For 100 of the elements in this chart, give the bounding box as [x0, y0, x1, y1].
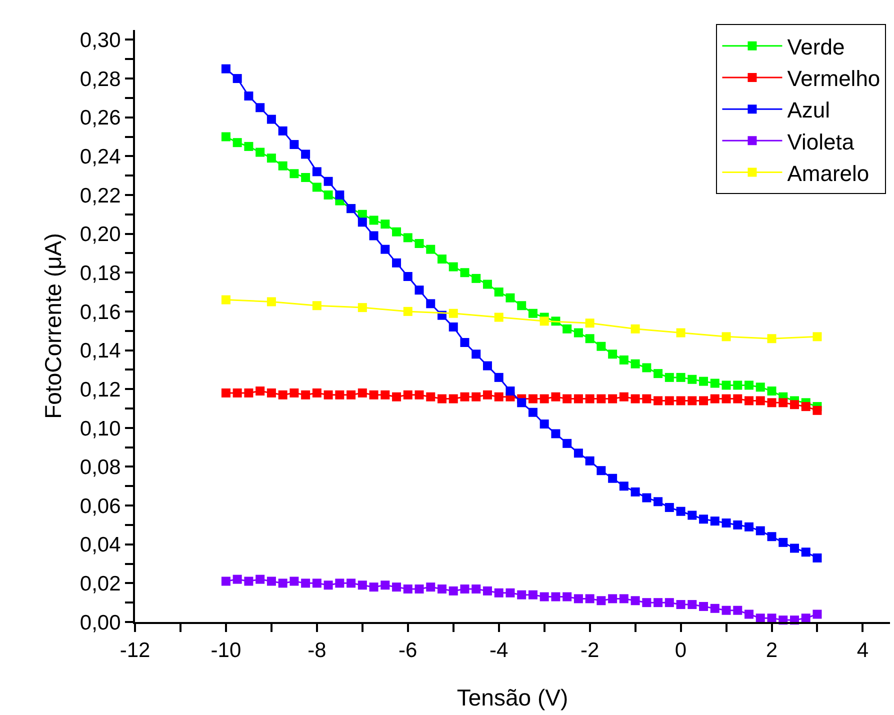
point — [256, 103, 265, 112]
point — [562, 324, 572, 334]
x-tick-label: -4 — [490, 639, 509, 662]
point — [460, 338, 470, 347]
point — [619, 392, 628, 402]
point — [812, 610, 822, 619]
point — [722, 394, 731, 404]
point — [551, 429, 560, 438]
point — [528, 590, 538, 600]
point — [767, 532, 776, 542]
point — [278, 161, 288, 170]
point — [358, 218, 367, 227]
y-tick-label: 0,22 — [80, 184, 121, 208]
legend-label: Vermelho — [787, 66, 880, 92]
point — [630, 394, 640, 404]
point — [756, 382, 765, 392]
point — [596, 466, 606, 476]
y-tick-label: 0,26 — [80, 106, 121, 130]
point — [664, 598, 674, 608]
point — [266, 114, 276, 124]
point — [562, 592, 572, 602]
point — [426, 299, 436, 308]
point — [244, 576, 254, 586]
point — [608, 594, 618, 604]
point — [335, 390, 344, 400]
y-tick-label: 0,04 — [80, 534, 122, 557]
point — [290, 576, 299, 586]
point — [812, 553, 822, 562]
point — [482, 280, 492, 289]
point — [540, 420, 549, 429]
point — [335, 190, 344, 200]
point — [517, 590, 526, 600]
point — [392, 582, 402, 592]
point — [482, 361, 492, 370]
point — [756, 396, 765, 406]
y-tick-label: 0,18 — [80, 262, 121, 285]
point — [221, 576, 230, 586]
point — [699, 376, 708, 386]
point — [290, 140, 299, 150]
point — [369, 390, 378, 400]
point — [324, 190, 333, 200]
point — [460, 268, 470, 278]
point — [221, 64, 230, 74]
legend-label: Verde — [787, 34, 845, 60]
point — [392, 392, 402, 402]
x-tick-label: 4 — [856, 639, 869, 662]
point — [358, 303, 367, 312]
point — [664, 396, 674, 406]
point — [540, 592, 549, 602]
point — [596, 596, 606, 606]
point — [551, 392, 560, 402]
point — [630, 324, 640, 334]
point — [324, 390, 333, 400]
point — [630, 359, 640, 368]
x-tick-label: -8 — [308, 639, 326, 662]
point — [232, 574, 242, 584]
point — [812, 332, 822, 342]
point — [460, 584, 470, 594]
point — [676, 372, 686, 382]
point — [290, 169, 299, 178]
point — [585, 334, 594, 344]
point — [642, 363, 652, 372]
point — [642, 598, 652, 608]
point — [301, 173, 310, 182]
point — [608, 474, 618, 483]
point — [688, 600, 697, 610]
point — [426, 392, 436, 402]
point — [710, 516, 720, 526]
point — [642, 394, 652, 404]
point — [472, 392, 481, 402]
point — [414, 390, 424, 400]
point — [733, 394, 742, 404]
point — [676, 600, 686, 610]
point — [767, 398, 776, 408]
point — [448, 308, 458, 318]
point — [744, 396, 754, 406]
point — [244, 388, 254, 398]
point — [472, 350, 481, 359]
point — [699, 396, 708, 406]
point — [494, 392, 504, 402]
point — [290, 388, 299, 398]
point — [562, 438, 572, 448]
point — [494, 588, 504, 598]
point — [278, 126, 288, 136]
point — [585, 594, 594, 604]
point — [403, 306, 412, 316]
point — [574, 394, 583, 404]
point — [654, 369, 663, 378]
point — [733, 606, 742, 615]
point — [654, 598, 663, 608]
point — [482, 586, 492, 596]
point — [380, 580, 390, 590]
point — [778, 398, 788, 408]
point — [472, 584, 481, 594]
point — [392, 258, 402, 268]
point — [448, 262, 458, 272]
point — [256, 574, 265, 584]
point — [266, 297, 276, 306]
point — [562, 394, 572, 404]
point — [380, 390, 390, 400]
